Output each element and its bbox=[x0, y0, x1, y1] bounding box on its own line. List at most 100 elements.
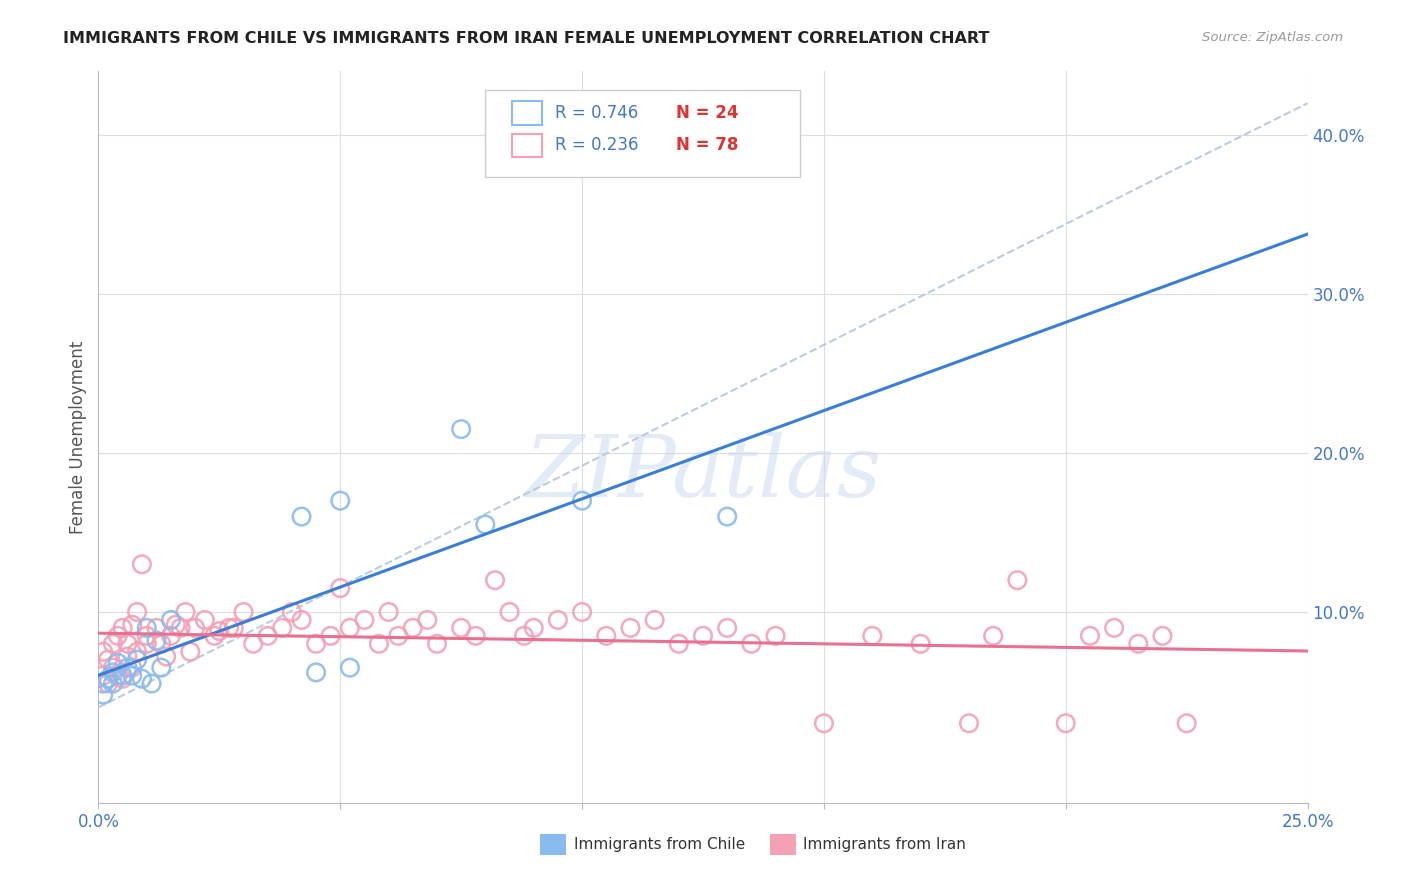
Point bbox=[1152, 629, 1174, 643]
Point bbox=[377, 605, 399, 619]
Point bbox=[426, 637, 449, 651]
Point bbox=[668, 637, 690, 651]
Point bbox=[141, 676, 163, 690]
Point bbox=[204, 629, 226, 643]
Point bbox=[184, 621, 207, 635]
Bar bbox=[512, 134, 543, 157]
Point bbox=[619, 621, 641, 635]
Point bbox=[97, 676, 120, 690]
Point bbox=[513, 629, 536, 643]
Point bbox=[150, 637, 173, 651]
Point bbox=[111, 672, 134, 686]
Point bbox=[107, 629, 129, 643]
Point bbox=[571, 493, 593, 508]
Point bbox=[232, 605, 254, 619]
Text: IMMIGRANTS FROM CHILE VS IMMIGRANTS FROM IRAN FEMALE UNEMPLOYMENT CORRELATION CH: IMMIGRANTS FROM CHILE VS IMMIGRANTS FROM… bbox=[63, 31, 990, 46]
Point bbox=[121, 617, 143, 632]
Bar bbox=[540, 833, 567, 855]
Point bbox=[416, 613, 439, 627]
Point bbox=[305, 637, 328, 651]
Text: Immigrants from Chile: Immigrants from Chile bbox=[574, 837, 745, 852]
Point bbox=[97, 653, 120, 667]
Point bbox=[165, 617, 187, 632]
Point bbox=[353, 613, 375, 627]
Point bbox=[91, 688, 114, 702]
Text: N = 24: N = 24 bbox=[676, 104, 740, 122]
Point bbox=[368, 637, 391, 651]
Point bbox=[111, 621, 134, 635]
Text: N = 78: N = 78 bbox=[676, 136, 738, 154]
Point bbox=[160, 629, 183, 643]
Point bbox=[256, 629, 278, 643]
Point bbox=[1054, 716, 1077, 731]
Point bbox=[101, 665, 124, 680]
Point bbox=[765, 629, 787, 643]
Point bbox=[127, 605, 149, 619]
Point bbox=[208, 624, 231, 638]
Text: R = 0.746: R = 0.746 bbox=[555, 104, 638, 122]
Point bbox=[145, 633, 167, 648]
Point bbox=[450, 422, 472, 436]
Point bbox=[131, 672, 153, 686]
Point bbox=[339, 660, 361, 674]
Point bbox=[281, 605, 304, 619]
Point bbox=[135, 629, 157, 643]
Text: Source: ZipAtlas.com: Source: ZipAtlas.com bbox=[1202, 31, 1343, 45]
Point bbox=[218, 621, 240, 635]
Point bbox=[1102, 621, 1125, 635]
Bar bbox=[512, 102, 543, 125]
Point bbox=[329, 493, 352, 508]
Point bbox=[117, 637, 139, 651]
Point bbox=[155, 649, 177, 664]
Point bbox=[464, 629, 486, 643]
Point bbox=[131, 558, 153, 572]
Point bbox=[127, 653, 149, 667]
Point bbox=[135, 621, 157, 635]
Point bbox=[339, 621, 361, 635]
Point bbox=[571, 605, 593, 619]
Point bbox=[1007, 573, 1029, 587]
Point bbox=[91, 645, 114, 659]
Y-axis label: Female Unemployment: Female Unemployment bbox=[69, 341, 87, 533]
Point bbox=[194, 613, 217, 627]
Point bbox=[117, 660, 139, 674]
Point bbox=[474, 517, 496, 532]
Point bbox=[121, 660, 143, 674]
Point bbox=[319, 629, 342, 643]
Text: R = 0.236: R = 0.236 bbox=[555, 136, 638, 154]
FancyBboxPatch shape bbox=[485, 90, 800, 178]
Point bbox=[222, 621, 245, 635]
Point bbox=[97, 672, 120, 686]
Point bbox=[523, 621, 546, 635]
Point bbox=[174, 605, 197, 619]
Point bbox=[1175, 716, 1198, 731]
Point bbox=[957, 716, 980, 731]
Point bbox=[127, 645, 149, 659]
Point bbox=[402, 621, 425, 635]
Point bbox=[145, 621, 167, 635]
Point bbox=[813, 716, 835, 731]
Point bbox=[101, 676, 124, 690]
Point bbox=[644, 613, 666, 627]
Point bbox=[305, 665, 328, 680]
Point bbox=[121, 668, 143, 682]
Point bbox=[716, 621, 738, 635]
Point bbox=[860, 629, 883, 643]
Point bbox=[329, 581, 352, 595]
Point bbox=[498, 605, 520, 619]
Point bbox=[290, 509, 312, 524]
Point bbox=[160, 613, 183, 627]
Point bbox=[484, 573, 506, 587]
Point bbox=[150, 660, 173, 674]
Point bbox=[547, 613, 569, 627]
Point bbox=[179, 645, 201, 659]
Point bbox=[1078, 629, 1101, 643]
Point bbox=[169, 621, 191, 635]
Point bbox=[387, 629, 409, 643]
Point bbox=[981, 629, 1004, 643]
Point bbox=[595, 629, 617, 643]
Point bbox=[107, 668, 129, 682]
Point bbox=[117, 649, 139, 664]
Text: ZIPatlas: ZIPatlas bbox=[524, 433, 882, 515]
Point bbox=[740, 637, 762, 651]
